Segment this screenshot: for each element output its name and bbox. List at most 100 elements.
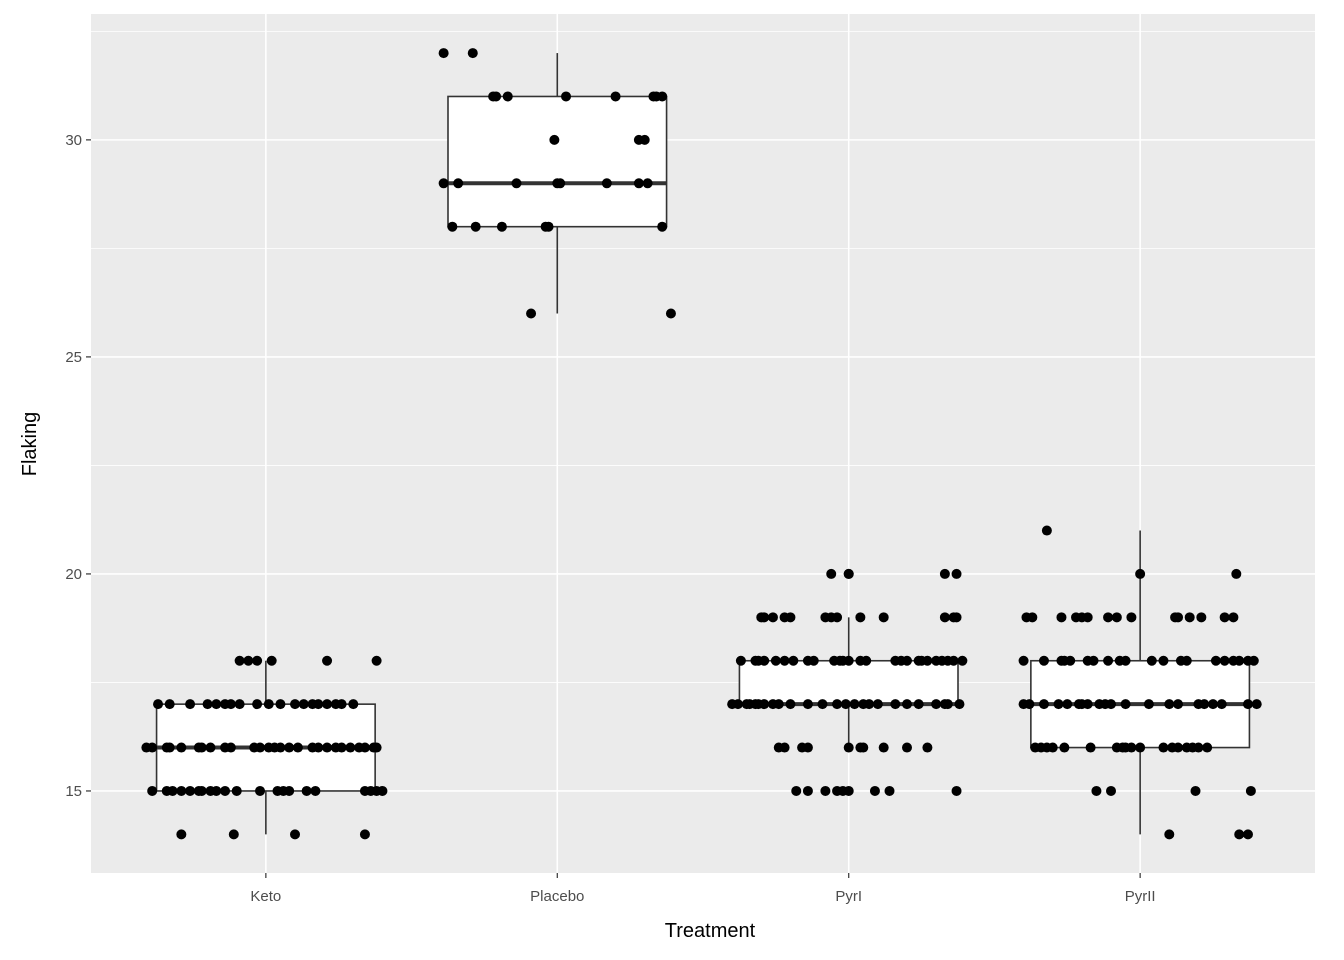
data-point <box>371 655 382 666</box>
data-point <box>359 829 370 840</box>
data-point <box>1041 525 1052 536</box>
data-point <box>1065 655 1076 666</box>
x-axis-title: Treatment <box>665 920 756 942</box>
x-tick-label: PyrI <box>835 888 862 905</box>
data-point <box>1251 699 1262 710</box>
data-point <box>359 742 370 753</box>
data-point <box>284 742 295 753</box>
data-point <box>164 742 175 753</box>
data-point <box>1082 612 1093 623</box>
data-point <box>290 699 300 710</box>
data-point <box>1106 699 1116 710</box>
data-point <box>872 699 883 710</box>
data-point <box>467 48 478 59</box>
x-tick-label: Keto <box>250 888 281 905</box>
data-point <box>779 742 790 753</box>
data-point <box>561 91 572 102</box>
data-point <box>225 699 236 710</box>
y-tick-label: 20 <box>65 566 82 583</box>
data-point <box>832 612 843 623</box>
boxes <box>155 53 1251 835</box>
data-point <box>252 655 263 666</box>
box-iqr <box>447 95 668 228</box>
data-point <box>234 699 245 710</box>
data-point <box>843 785 854 796</box>
data-point <box>861 655 872 666</box>
data-point <box>1164 829 1175 840</box>
data-point <box>447 221 458 232</box>
data-point <box>298 699 309 710</box>
data-point <box>1202 742 1213 753</box>
data-point <box>1126 612 1137 623</box>
data-point <box>526 308 537 319</box>
data-point <box>147 785 158 796</box>
data-point <box>1196 612 1207 623</box>
data-point <box>601 178 612 189</box>
data-point <box>470 221 481 232</box>
data-point <box>1038 655 1049 666</box>
data-point <box>1103 655 1114 666</box>
data-point <box>858 742 869 753</box>
data-point <box>1146 655 1157 666</box>
data-point <box>1210 655 1221 666</box>
data-point <box>502 91 513 102</box>
data-point <box>1126 742 1137 753</box>
data-point <box>951 612 962 623</box>
data-point <box>266 655 277 666</box>
data-point <box>1216 699 1227 710</box>
data-point <box>290 829 300 840</box>
data-point <box>1062 699 1073 710</box>
data-point <box>1199 699 1210 710</box>
data-point <box>1091 785 1102 796</box>
data-point <box>759 612 770 623</box>
data-point <box>802 785 813 796</box>
data-point <box>951 785 962 796</box>
data-point <box>948 655 959 666</box>
data-point <box>843 742 854 753</box>
data-point <box>310 785 321 796</box>
data-point <box>931 699 942 710</box>
data-point <box>1228 612 1239 623</box>
data-point <box>275 699 286 710</box>
data-point <box>1059 742 1070 753</box>
data-point <box>1135 568 1146 579</box>
data-point <box>491 91 502 102</box>
y-tick-label: 30 <box>65 132 82 149</box>
data-point <box>511 178 522 189</box>
data-point <box>922 655 933 666</box>
data-point <box>1024 699 1035 710</box>
data-point <box>633 178 644 189</box>
data-point <box>922 742 933 753</box>
data-point <box>1242 829 1253 840</box>
data-point <box>1103 612 1114 623</box>
data-point <box>864 699 875 710</box>
data-point <box>1173 699 1184 710</box>
data-point <box>1231 568 1242 579</box>
data-point <box>275 742 286 753</box>
data-points <box>141 48 1262 840</box>
data-point <box>234 655 245 666</box>
data-point <box>185 699 196 710</box>
data-point <box>453 178 464 189</box>
data-point <box>735 655 746 666</box>
data-point <box>1219 612 1230 623</box>
data-point <box>1190 785 1201 796</box>
data-point <box>802 699 813 710</box>
data-point <box>817 699 828 710</box>
data-point <box>785 699 796 710</box>
data-point <box>176 742 187 753</box>
data-point <box>228 829 239 840</box>
box-iqr <box>738 659 959 705</box>
data-point <box>336 699 347 710</box>
data-point <box>164 699 175 710</box>
data-point <box>849 699 860 710</box>
data-point <box>1047 742 1058 753</box>
data-point <box>1018 655 1029 666</box>
data-point <box>313 742 324 753</box>
data-point <box>205 742 216 753</box>
data-point <box>902 742 912 753</box>
data-point <box>939 568 950 579</box>
data-point <box>951 568 962 579</box>
data-point <box>767 612 778 623</box>
data-point <box>890 699 901 710</box>
